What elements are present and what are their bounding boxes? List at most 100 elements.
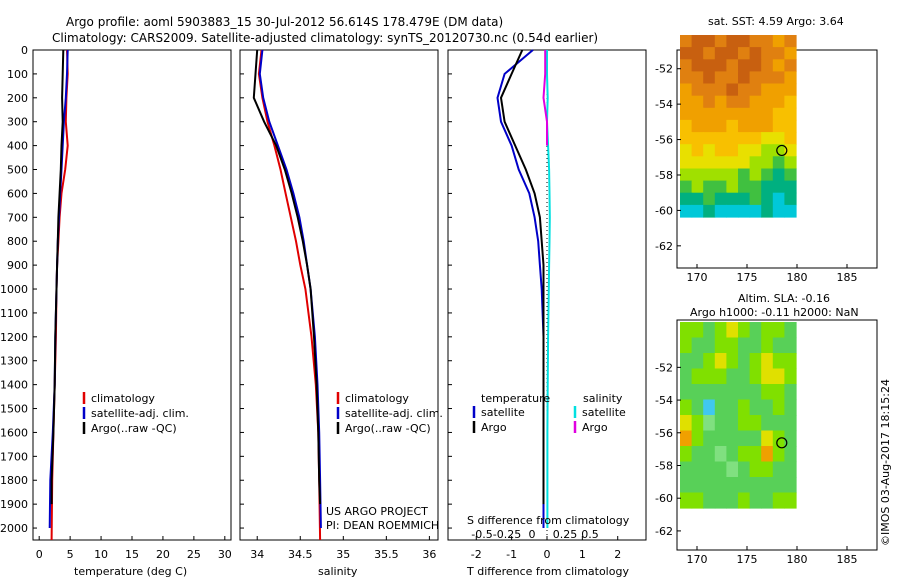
heatmap-cell <box>749 322 762 339</box>
heatmap-cell <box>784 337 797 354</box>
heatmap-cell <box>680 144 693 157</box>
heatmap-cell <box>703 156 716 169</box>
heatmap-cell <box>761 415 774 432</box>
heatmap-cell <box>691 144 704 157</box>
heatmap-cell <box>784 477 797 494</box>
heatmap-cell <box>784 59 797 72</box>
heatmap-cell <box>784 368 797 385</box>
heatmap-cell <box>749 446 762 463</box>
watermark: ©IMOS 03-Aug-2017 18:15:24 <box>879 379 892 546</box>
heatmap-cell <box>714 353 727 370</box>
heatmap-cell <box>703 492 716 509</box>
heatmap-cell <box>714 430 727 447</box>
heatmap-cell <box>772 156 785 169</box>
map-axes: -52 -54 -56 -58 -60 -62 170 175 180 185 -52 -54 -56 -… <box>655 63 857 566</box>
lon-tick-label: 180 <box>787 553 808 566</box>
heatmap-cell <box>680 119 693 133</box>
heatmap-cell <box>691 192 704 206</box>
heatmap-cell <box>749 168 762 182</box>
heatmap-cell <box>691 415 704 432</box>
heatmap-cell <box>749 59 762 72</box>
heatmap-cell <box>749 192 762 206</box>
heatmap-cell <box>680 353 693 370</box>
heatmap-cell <box>714 47 727 60</box>
heatmap-cell <box>761 477 774 494</box>
s-diff-tick-label: -0.5 <box>471 528 492 541</box>
heatmap-cell <box>749 415 762 432</box>
lon-tick-label: 175 <box>737 271 758 284</box>
heatmap-cell <box>703 168 716 182</box>
heatmap-cell <box>714 384 727 401</box>
heatmap-cell <box>761 446 774 463</box>
heatmap-cell <box>691 461 704 478</box>
heatmap-cell <box>680 192 693 206</box>
heatmap-cell <box>691 107 704 121</box>
heatmap-cell <box>749 156 762 169</box>
heatmap-cell <box>714 180 727 194</box>
heatmap-cell <box>738 168 751 182</box>
lon-tick-label: 185 <box>837 553 858 566</box>
heatmap-cell <box>738 368 751 385</box>
heatmap-cell <box>703 192 716 206</box>
heatmap-cell <box>784 47 797 60</box>
heatmap-cell <box>738 132 751 145</box>
heatmap-cell <box>726 322 739 339</box>
heatmap-cell <box>749 71 762 85</box>
depth-tick-label: 1400 <box>0 379 28 392</box>
sla-map-title-2: Argo h1000: -0.11 h2000: NaN <box>690 306 859 319</box>
x-tick-label: 34 <box>250 548 264 561</box>
heatmap-cell <box>749 204 762 218</box>
difference-legend: temperature salinity satellite Argo sate… <box>472 392 626 434</box>
heatmap-cell <box>726 47 739 60</box>
x-tick-label: 35.5 <box>374 548 399 561</box>
depth-tick-label: 2000 <box>0 522 28 535</box>
heatmap-cell <box>772 192 785 206</box>
legend-label-argo: Argo(..raw -QC) <box>345 422 431 435</box>
heatmap-cell <box>726 59 739 72</box>
heatmap-cell <box>772 368 785 385</box>
lat-tick-label: -58 <box>655 459 673 472</box>
legend-label-climatology: climatology <box>91 392 155 405</box>
heatmap-cell <box>772 83 785 97</box>
heatmap-cell <box>738 384 751 401</box>
heatmap-cell <box>714 59 727 72</box>
heatmap-cell <box>726 399 739 416</box>
heatmap-cell <box>761 384 774 401</box>
heatmap-cell <box>691 353 704 370</box>
heatmap-cell <box>772 35 785 48</box>
legend-label-argo: Argo(..raw -QC) <box>91 422 177 435</box>
series-line-satellite-adj-clim- <box>258 49 322 529</box>
depth-tick-label: 1700 <box>0 450 28 463</box>
lon-tick-label: 170 <box>687 271 708 284</box>
depth-tick-label: 1300 <box>0 355 28 368</box>
legend-title-salinity: salinity <box>583 392 623 405</box>
heatmap-cell <box>703 461 716 478</box>
depth-tick-label: 1900 <box>0 498 28 511</box>
heatmap-cell <box>784 204 797 218</box>
sla-heatmap <box>680 322 797 509</box>
x-tick-label: 36 <box>422 548 436 561</box>
lat-tick-label: -56 <box>655 427 673 440</box>
sla-map-frame <box>676 319 878 551</box>
salinity-xlabel: salinity <box>318 565 358 578</box>
heatmap-cell <box>680 461 693 478</box>
heatmap-cell <box>784 415 797 432</box>
heatmap-cell <box>726 71 739 85</box>
heatmap-cell <box>703 430 716 447</box>
heatmap-cell <box>703 107 716 121</box>
sst-map-title: sat. SST: 4.59 Argo: 3.64 <box>708 15 844 28</box>
heatmap-cell <box>772 204 785 218</box>
heatmap-cell <box>738 446 751 463</box>
x-axis-ticks: 0 5 10 15 20 25 30 34 34.5 35 35.5 36 -2 -1 0 1 2 -0.5 -0.… <box>36 50 621 561</box>
legend-label-satellite: satellite-adj. clim. <box>91 407 189 420</box>
heatmap-cell <box>691 156 704 169</box>
legend-label-s-satellite: satellite <box>582 406 626 419</box>
heatmap-cell <box>691 477 704 494</box>
heatmap-cell <box>691 95 704 109</box>
heatmap-cell <box>726 204 739 218</box>
lat-tick-label: -62 <box>655 240 673 253</box>
heatmap-cell <box>761 119 774 133</box>
heatmap-cell <box>703 337 716 354</box>
heatmap-cell <box>703 132 716 145</box>
heatmap-cell <box>680 492 693 509</box>
